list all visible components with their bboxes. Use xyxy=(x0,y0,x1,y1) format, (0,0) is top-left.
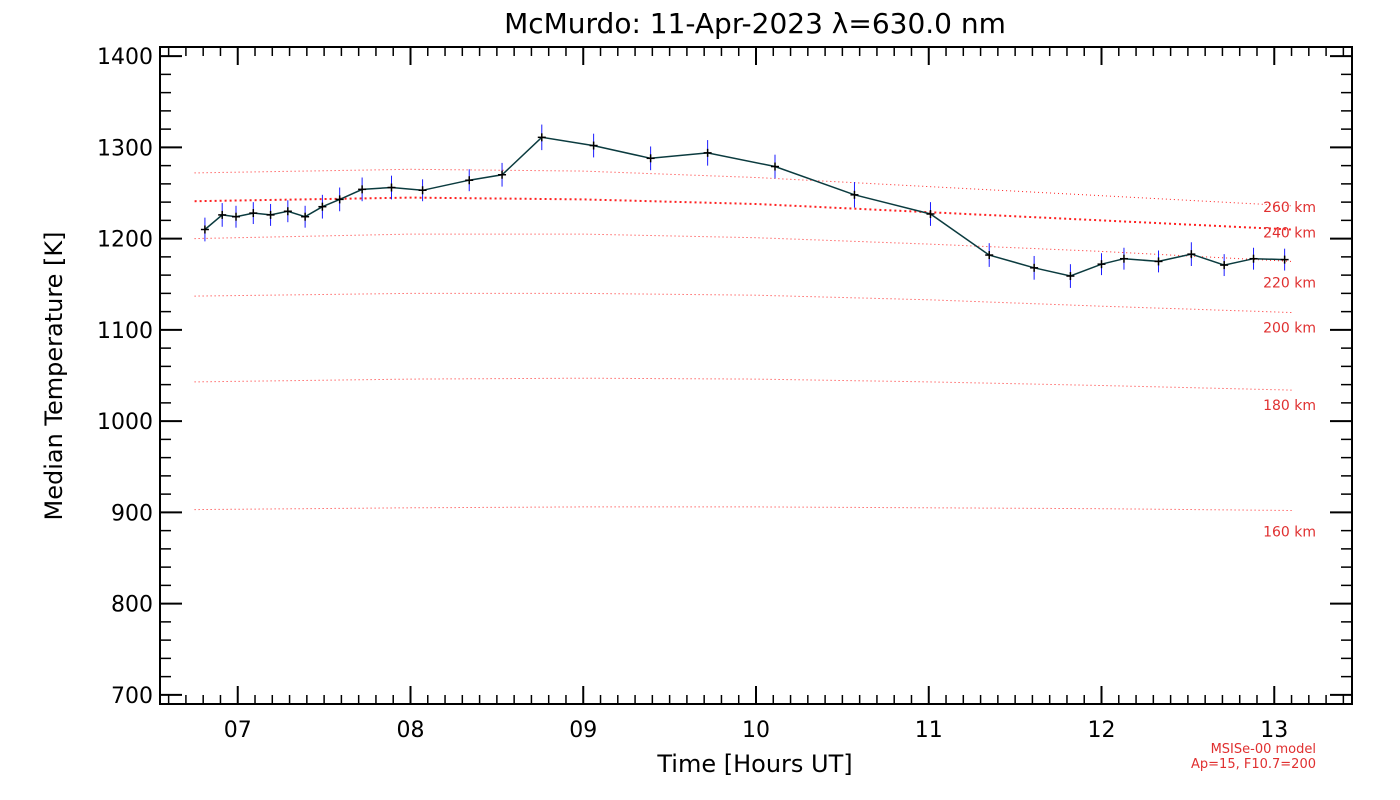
y-tick-label: 1400 xyxy=(97,45,153,70)
y-tick-label: 800 xyxy=(111,593,153,618)
y-tick-label: 1100 xyxy=(97,319,153,344)
x-tick-label: 09 xyxy=(569,718,597,743)
model-curve-200-km xyxy=(194,292,1292,313)
x-tick-label: 11 xyxy=(915,718,943,743)
plot-frame xyxy=(159,46,1353,705)
y-tick-label: 1200 xyxy=(97,228,153,253)
x-tick-label: 12 xyxy=(1088,718,1116,743)
model-label-180-km: 180 km xyxy=(1263,398,1316,414)
y-tick-label: 700 xyxy=(111,684,153,709)
y-tick-label: 900 xyxy=(111,501,153,526)
model-label-220-km: 220 km xyxy=(1263,275,1316,291)
model-curve-240-km xyxy=(194,196,1292,231)
model-label-260-km: 260 km xyxy=(1263,200,1316,216)
model-label-160-km: 160 km xyxy=(1263,525,1316,541)
data-series-line xyxy=(204,136,1285,277)
model-label-240-km: 240 km xyxy=(1263,226,1316,242)
y-axis-label: Median Temperature [K] xyxy=(40,231,68,520)
model-curve-260-km xyxy=(194,168,1292,207)
model-name-note: MSISe-00 model xyxy=(1211,742,1316,757)
x-tick-label: 10 xyxy=(742,718,770,743)
x-tick-label: 13 xyxy=(1260,718,1288,743)
model-curve-180-km xyxy=(194,377,1292,391)
model-params-note: Ap=15, F10.7=200 xyxy=(1191,757,1316,772)
y-tick-label: 1000 xyxy=(97,410,153,435)
x-tick-label: 07 xyxy=(224,718,252,743)
model-curve-160-km xyxy=(194,506,1292,511)
y-tick-label: 1300 xyxy=(97,136,153,161)
x-axis-label: Time [Hours UT] xyxy=(656,750,852,778)
model-curve-220-km xyxy=(194,233,1292,262)
x-tick-label: 08 xyxy=(396,718,424,743)
model-label-200-km: 200 km xyxy=(1263,321,1316,337)
chart-title: McMurdo: 11-Apr-2023 λ=630.0 nm xyxy=(504,7,1006,40)
plot-area: 260 km 240 km 220 km 200 km 180 km 160 km 07 08… xyxy=(97,45,1353,743)
